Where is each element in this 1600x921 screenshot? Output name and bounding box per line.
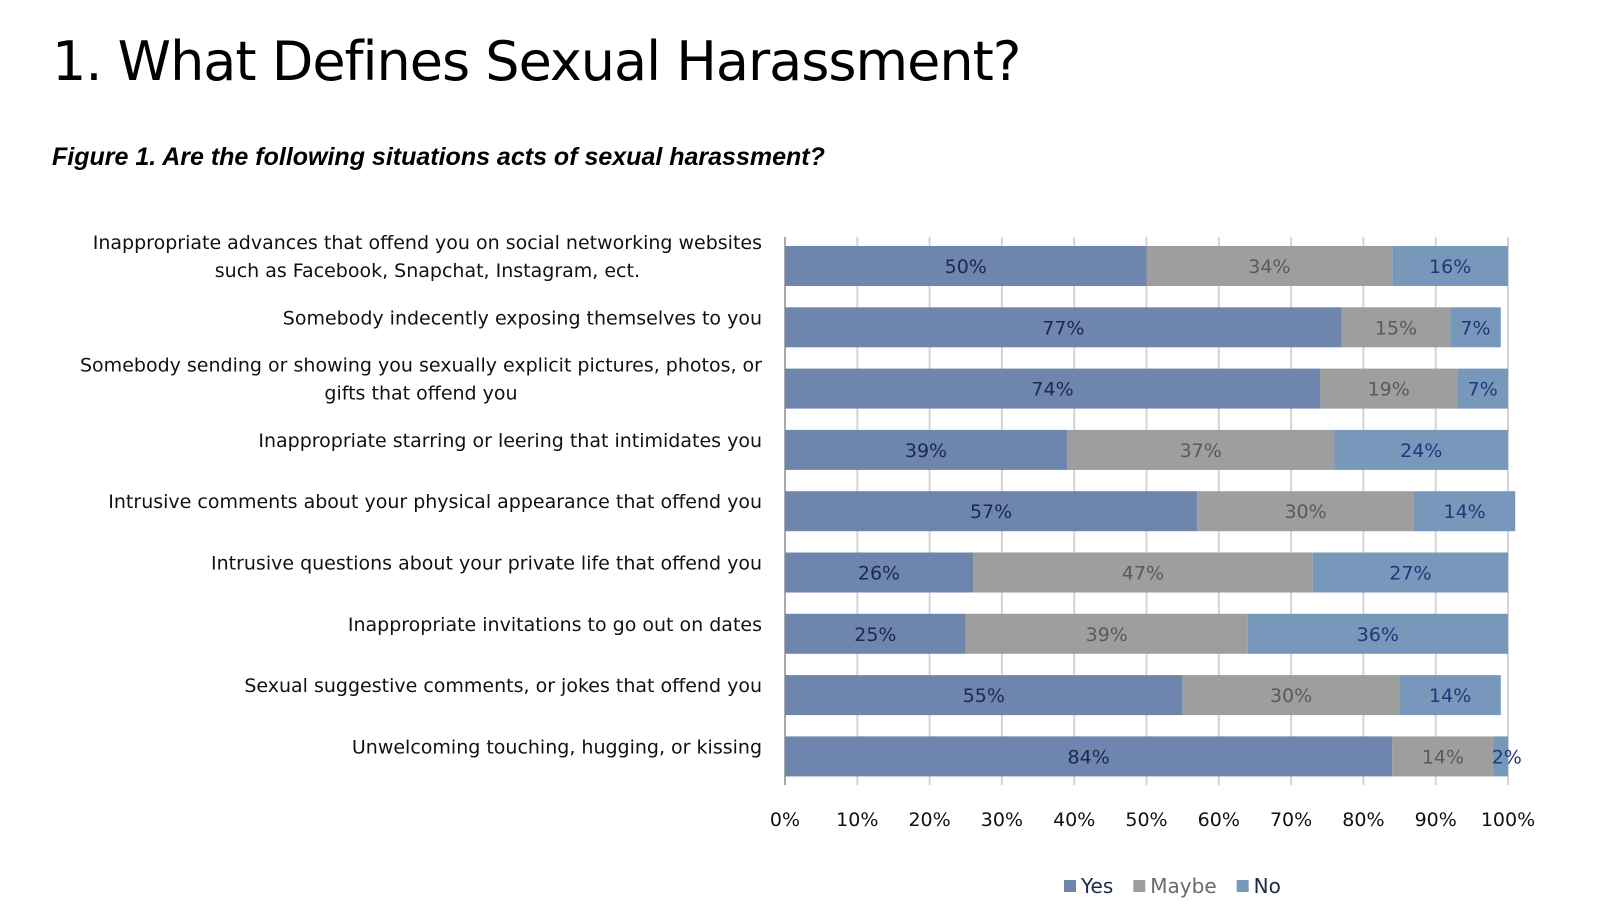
- data-label-yes: 77%: [1042, 317, 1084, 339]
- data-label-yes: 57%: [970, 501, 1012, 523]
- bar-segment-no: [1334, 429, 1508, 470]
- data-label-maybe: 15%: [1375, 317, 1417, 339]
- data-label-yes: 55%: [963, 685, 1005, 707]
- data-label-yes: 39%: [905, 440, 947, 462]
- data-label-maybe: 19%: [1368, 379, 1410, 401]
- x-axis-ticks: 0% 10% 20% 30% 40% 50% 60% 70% 80% 90% 100%: [770, 809, 1535, 831]
- x-tick-label: 30%: [981, 809, 1023, 831]
- bar-segment-maybe: [1197, 491, 1415, 532]
- bar-segment-maybe: [1392, 736, 1494, 777]
- data-label-no: 14%: [1429, 685, 1471, 707]
- category-label: Intrusive comments about your physical a…: [108, 491, 762, 513]
- data-label-no: 14%: [1444, 501, 1486, 523]
- legend-swatch-yes: [1064, 880, 1076, 892]
- bar-segment-yes: [785, 429, 1067, 470]
- legend-label-maybe: Maybe: [1150, 874, 1216, 898]
- bar-segment-yes: [785, 368, 1321, 409]
- data-label-no: 36%: [1357, 624, 1399, 646]
- data-label-no: 2%: [1492, 746, 1522, 768]
- bar-segment-maybe: [1066, 429, 1335, 470]
- bars: 50% 34% 16% 77% 15% 7% 74% 19% 7% 39% 37% 24% 57% 30%…: [785, 246, 1522, 777]
- category-label: Inappropriate advances that offend you o…: [93, 232, 762, 282]
- data-label-maybe: 14%: [1422, 746, 1464, 768]
- x-tick-label: 100%: [1481, 809, 1535, 831]
- bar-segment-maybe: [1146, 246, 1393, 286]
- bar-segment-yes: [785, 246, 1147, 286]
- bar-segment-no: [1247, 613, 1508, 654]
- data-label-yes: 74%: [1031, 379, 1073, 401]
- bar-segment-maybe: [1341, 307, 1451, 348]
- category-label: Somebody sending or showing you sexually…: [80, 355, 762, 405]
- category-label: Intrusive questions about your private l…: [211, 553, 762, 575]
- data-label-maybe: 30%: [1284, 501, 1326, 523]
- x-tick-label: 80%: [1342, 809, 1384, 831]
- data-label-yes: 50%: [945, 256, 987, 278]
- legend-swatch-no: [1236, 880, 1249, 892]
- bar-segment-yes: [785, 307, 1342, 348]
- bar-segment-maybe: [1182, 675, 1400, 716]
- bar-segment-no: [1399, 675, 1501, 716]
- category-label: Unwelcoming touching, hugging, or kissin…: [352, 736, 762, 758]
- data-label-yes: 25%: [854, 624, 896, 646]
- data-label-maybe: 37%: [1180, 440, 1222, 462]
- bar-segment-maybe: [965, 613, 1248, 654]
- legend: Yes Maybe No: [1064, 874, 1281, 898]
- legend-swatch-maybe: [1133, 880, 1146, 892]
- x-tick-label: 0%: [770, 809, 800, 831]
- data-label-no: 16%: [1429, 256, 1471, 278]
- x-tick-label: 20%: [908, 809, 950, 831]
- bar-segment-no: [1392, 246, 1508, 286]
- x-tick-label: 70%: [1270, 809, 1312, 831]
- bar-segment-no: [1414, 491, 1516, 532]
- bar-segment-yes: [785, 491, 1198, 532]
- data-label-no: 24%: [1400, 440, 1442, 462]
- legend-label-yes: Yes: [1080, 874, 1113, 898]
- data-label-no: 7%: [1468, 379, 1498, 401]
- category-label: Inappropriate starring or leering that i…: [258, 430, 762, 452]
- bar-segment-no: [1312, 552, 1508, 593]
- data-label-maybe: 47%: [1122, 563, 1164, 585]
- category-label: Somebody indecently exposing themselves …: [283, 307, 762, 329]
- bar-segment-yes: [785, 736, 1393, 777]
- bar-segment-yes: [785, 675, 1183, 716]
- data-label-no: 27%: [1389, 563, 1431, 585]
- x-tick-label: 50%: [1125, 809, 1167, 831]
- bar-segment-no: [1457, 368, 1508, 409]
- bar-segment-yes: [785, 613, 966, 654]
- x-tick-label: 60%: [1198, 809, 1240, 831]
- data-label-maybe: 34%: [1248, 256, 1290, 278]
- data-label-yes: 26%: [858, 563, 900, 585]
- bar-segment-maybe: [972, 552, 1313, 593]
- bar-segment-no: [1450, 307, 1501, 348]
- category-labels: Inappropriate advances that offend you o…: [80, 232, 762, 758]
- data-label-no: 7%: [1460, 317, 1490, 339]
- category-label: Sexual suggestive comments, or jokes tha…: [244, 675, 762, 697]
- data-label-maybe: 39%: [1086, 624, 1128, 646]
- bar-segment-yes: [785, 552, 973, 593]
- x-tick-label: 90%: [1415, 809, 1457, 831]
- category-label: Inappropriate invitations to go out on d…: [348, 614, 762, 636]
- x-tick-label: 10%: [836, 809, 878, 831]
- legend-label-no: No: [1254, 874, 1281, 898]
- data-label-maybe: 30%: [1270, 685, 1312, 707]
- bar-segment-maybe: [1320, 368, 1458, 409]
- x-tick-label: 40%: [1053, 809, 1095, 831]
- page-title: 1. What Defines Sexual Harassment?: [52, 30, 1021, 93]
- data-label-yes: 84%: [1068, 746, 1110, 768]
- bar-segment-no: [1493, 736, 1508, 777]
- figure-caption: Figure 1. Are the following situations a…: [52, 143, 825, 171]
